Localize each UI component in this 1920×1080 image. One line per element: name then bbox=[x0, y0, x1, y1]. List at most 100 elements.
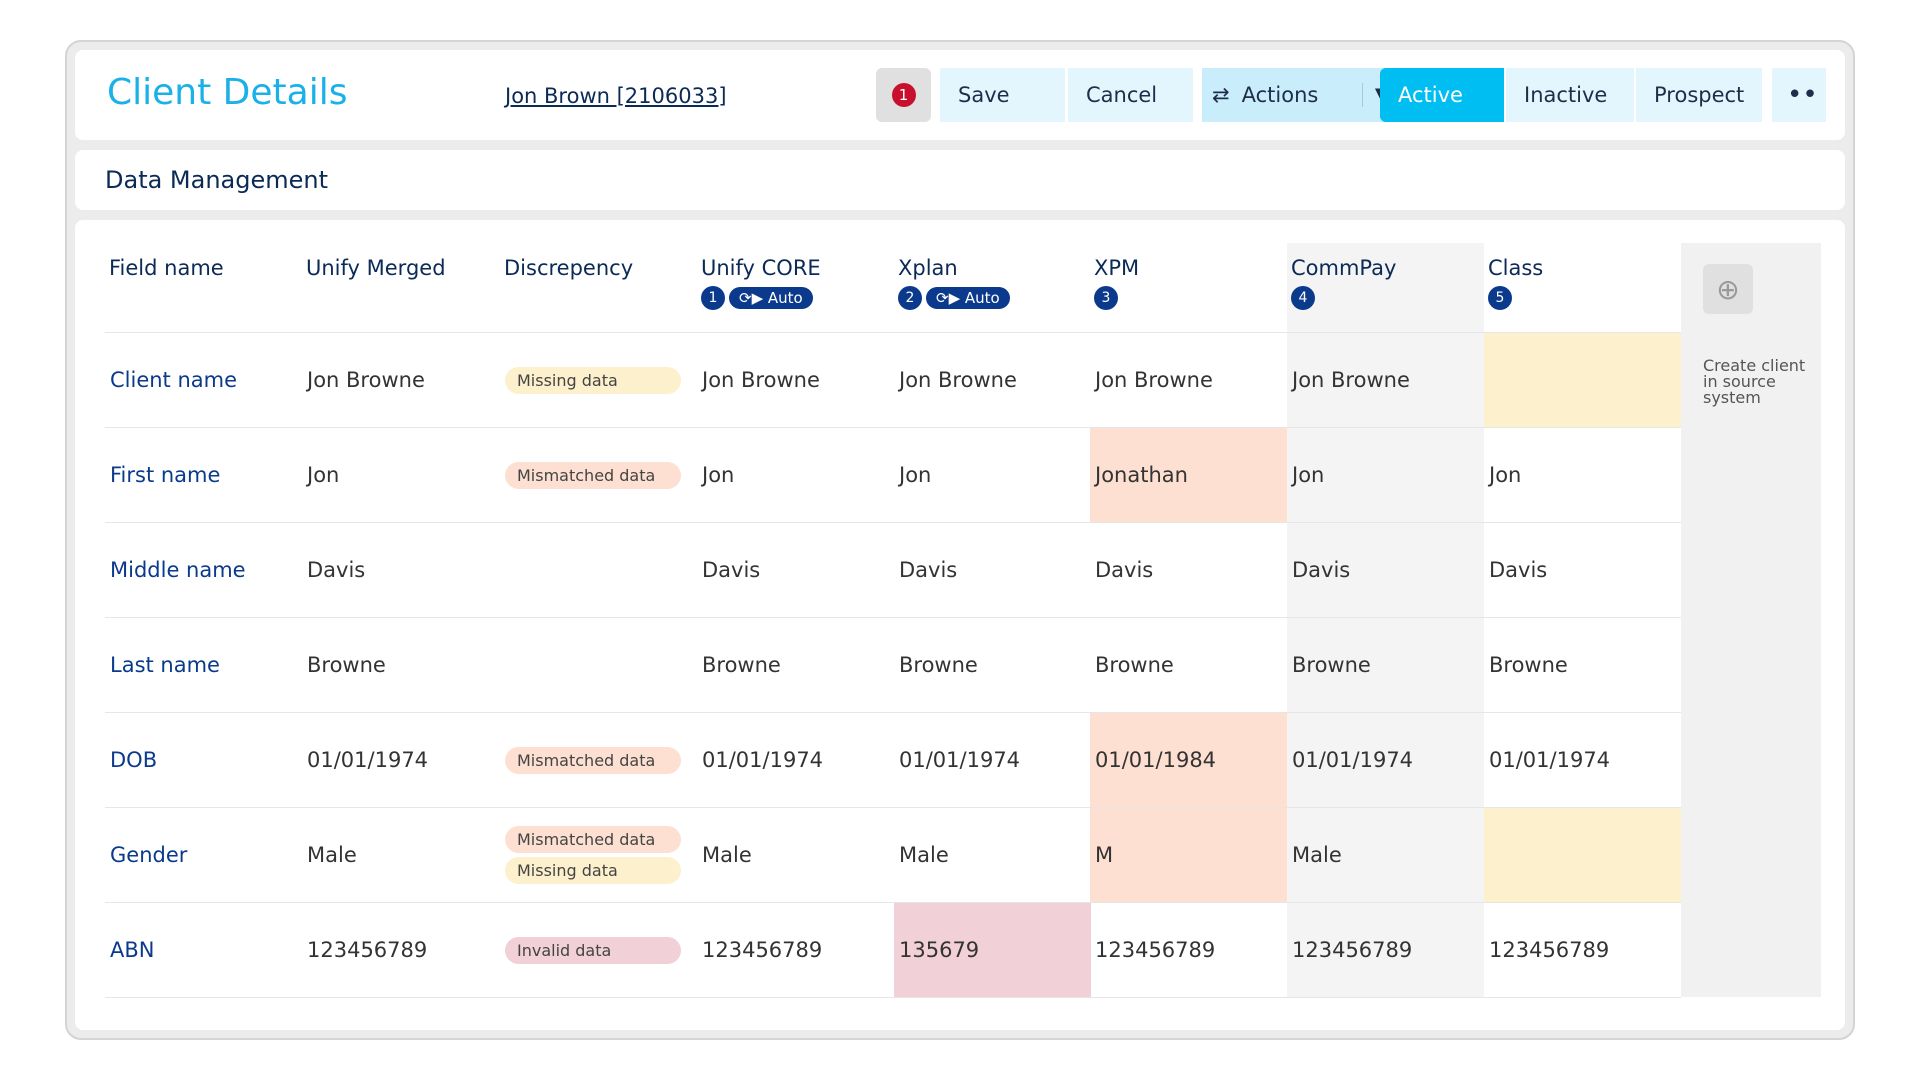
cancel-button[interactable]: Cancel bbox=[1068, 68, 1193, 122]
column-name: Field name bbox=[109, 256, 224, 280]
column-name: Unify Merged bbox=[306, 256, 446, 280]
discrepancy-tag: Mismatched data bbox=[505, 826, 681, 853]
alert-button[interactable]: 1 bbox=[876, 68, 931, 122]
source-badges: 2 ⟳▶ Auto bbox=[898, 286, 1091, 310]
client-link[interactable]: Jon Brown [2106033] bbox=[505, 84, 727, 108]
column-header: CommPay 4 bbox=[1287, 256, 1484, 310]
column-header: Xplan 2 ⟳▶ Auto bbox=[894, 256, 1091, 310]
source-badges: 5 bbox=[1488, 286, 1681, 310]
inactive-button[interactable]: Inactive bbox=[1506, 68, 1634, 122]
discrepancy-tag: Mismatched data bbox=[505, 461, 681, 489]
source-number: 4 bbox=[1291, 286, 1315, 310]
source-value: 135679 bbox=[894, 903, 1091, 997]
discrepancy-cell bbox=[500, 523, 697, 617]
column-header: Discrepency bbox=[500, 256, 697, 280]
field-name: Middle name bbox=[110, 558, 246, 582]
source-value: 123456789 bbox=[1489, 938, 1610, 962]
column-name: CommPay bbox=[1291, 256, 1397, 280]
source-value bbox=[1484, 333, 1681, 427]
source-value: Davis bbox=[702, 558, 761, 582]
source-number: 3 bbox=[1094, 286, 1118, 310]
discrepancy-tag: Missing data bbox=[505, 366, 681, 394]
source-badges: 3 bbox=[1094, 286, 1287, 310]
actions-label: Actions bbox=[1241, 83, 1319, 107]
column-name: XPM bbox=[1094, 256, 1140, 280]
column-name: Unify CORE bbox=[701, 256, 821, 280]
source-number: 5 bbox=[1488, 286, 1512, 310]
section-card bbox=[75, 150, 1845, 210]
swap-icon: ⇄ bbox=[1212, 83, 1230, 107]
actions-button[interactable]: ⇄Actions▼ bbox=[1202, 68, 1405, 122]
source-value: Davis bbox=[1489, 558, 1548, 582]
source-value: 123456789 bbox=[702, 938, 823, 962]
more-button[interactable]: •• bbox=[1772, 68, 1826, 122]
source-value: Browne bbox=[1292, 653, 1371, 677]
active-button[interactable]: Active bbox=[1380, 68, 1504, 122]
row-divider bbox=[105, 902, 1681, 903]
source-value: Jon bbox=[702, 463, 735, 487]
create-column bbox=[1681, 243, 1821, 997]
source-value: Browne bbox=[702, 653, 781, 677]
source-value: Jon bbox=[1489, 463, 1522, 487]
field-name: First name bbox=[110, 463, 221, 487]
field-name: ABN bbox=[110, 938, 155, 962]
column-header: Field name bbox=[105, 256, 302, 280]
add-button[interactable]: ⊕ bbox=[1703, 264, 1753, 314]
merged-value: 123456789 bbox=[307, 938, 428, 962]
source-value: Male bbox=[899, 843, 949, 867]
source-badges: 1 ⟳▶ Auto bbox=[701, 286, 894, 310]
source-value: 01/01/1974 bbox=[1489, 748, 1611, 772]
source-value: 123456789 bbox=[1292, 938, 1413, 962]
source-value: 01/01/1974 bbox=[1292, 748, 1414, 772]
field-name: DOB bbox=[110, 748, 158, 772]
discrepancy-cell bbox=[500, 618, 697, 712]
column-header: Class 5 bbox=[1484, 256, 1681, 310]
row-divider bbox=[105, 807, 1681, 808]
row-divider bbox=[105, 522, 1681, 523]
title: Client Details bbox=[107, 72, 348, 113]
source-value: Jon Browne bbox=[702, 368, 820, 392]
column-header: XPM 3 bbox=[1090, 256, 1287, 310]
merged-value: Jon Browne bbox=[307, 368, 425, 392]
sync-icon: ⟳▶ bbox=[936, 289, 965, 307]
field-name: Client name bbox=[110, 368, 238, 392]
save-button[interactable]: Save bbox=[940, 68, 1065, 122]
discrepancy-cell: Missing data bbox=[500, 333, 697, 427]
source-value: Browne bbox=[1489, 653, 1568, 677]
field-name: Last name bbox=[110, 653, 220, 677]
source-value: Browne bbox=[1095, 653, 1174, 677]
auto-tag: ⟳▶ Auto bbox=[729, 287, 813, 309]
source-value: Browne bbox=[899, 653, 978, 677]
row-divider bbox=[105, 617, 1681, 618]
source-value: 01/01/1984 bbox=[1090, 713, 1287, 807]
source-value: Jon bbox=[1292, 463, 1325, 487]
source-number: 2 bbox=[898, 286, 922, 310]
prospect-button[interactable]: Prospect bbox=[1636, 68, 1762, 122]
column-name: Discrepency bbox=[504, 256, 634, 280]
source-value: Male bbox=[702, 843, 752, 867]
source-badges: 4 bbox=[1291, 286, 1484, 310]
source-value: 123456789 bbox=[1095, 938, 1216, 962]
alert-count: 1 bbox=[891, 83, 916, 107]
discrepancy-cell: Mismatched data bbox=[500, 428, 697, 522]
discrepancy-cell: Mismatched data Missing data bbox=[500, 808, 697, 902]
field-name: Gender bbox=[110, 843, 188, 867]
source-value bbox=[1484, 808, 1681, 902]
merged-value: Male bbox=[307, 843, 357, 867]
auto-label: Auto bbox=[767, 289, 803, 307]
source-number: 1 bbox=[701, 286, 725, 310]
discrepancy-tag: Missing data bbox=[505, 857, 681, 884]
column-header: Unify Merged bbox=[302, 256, 499, 280]
row-divider bbox=[105, 997, 1681, 998]
commpay-column-bg bbox=[1287, 243, 1484, 997]
row-divider bbox=[105, 332, 1681, 333]
source-value: 01/01/1974 bbox=[899, 748, 1021, 772]
source-value: Male bbox=[1292, 843, 1342, 867]
source-value: Jonathan bbox=[1090, 428, 1287, 522]
column-name: Class bbox=[1488, 256, 1544, 280]
row-divider bbox=[105, 427, 1681, 428]
source-value: M bbox=[1090, 808, 1287, 902]
source-value: Jon Browne bbox=[1292, 368, 1410, 392]
source-value: Davis bbox=[899, 558, 958, 582]
